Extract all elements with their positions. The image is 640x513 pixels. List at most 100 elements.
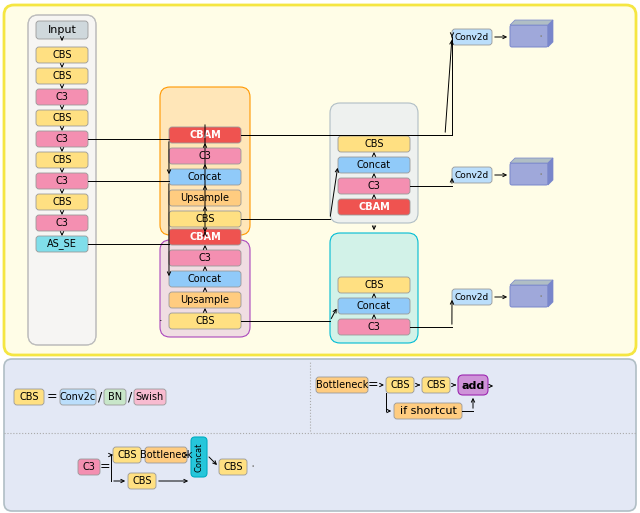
Text: Conv2c: Conv2c [60,392,96,402]
FancyBboxPatch shape [169,127,241,143]
FancyBboxPatch shape [28,15,96,345]
Text: CBS: CBS [52,50,72,60]
Text: add: add [461,381,484,391]
Text: Conv2d: Conv2d [455,170,489,180]
Text: C3: C3 [367,181,380,191]
FancyBboxPatch shape [169,169,241,185]
FancyBboxPatch shape [338,298,410,314]
Text: C3: C3 [56,218,68,228]
Polygon shape [510,20,553,25]
Text: Conv2d: Conv2d [455,32,489,42]
FancyBboxPatch shape [78,459,100,475]
FancyBboxPatch shape [452,29,492,45]
Text: =: = [47,390,58,404]
Text: C3: C3 [56,92,68,102]
FancyBboxPatch shape [104,389,126,405]
FancyBboxPatch shape [169,229,241,245]
FancyBboxPatch shape [36,173,88,189]
Text: Conv2d: Conv2d [455,292,489,302]
Text: Swish: Swish [136,392,164,402]
Polygon shape [510,280,553,285]
FancyBboxPatch shape [452,167,492,183]
FancyBboxPatch shape [4,5,636,355]
Text: C3: C3 [83,462,95,472]
FancyBboxPatch shape [134,389,166,405]
Text: C3: C3 [56,176,68,186]
Text: CBS: CBS [52,155,72,165]
Text: ·: · [539,290,543,304]
FancyBboxPatch shape [219,459,247,475]
FancyBboxPatch shape [36,131,88,147]
Text: Input: Input [47,25,76,35]
Text: CBS: CBS [195,316,215,326]
Text: CBS: CBS [426,380,445,390]
FancyBboxPatch shape [160,87,250,235]
Text: CBS: CBS [364,139,384,149]
Text: Bottleneck: Bottleneck [140,450,192,460]
FancyBboxPatch shape [36,236,88,252]
FancyBboxPatch shape [36,110,88,126]
FancyBboxPatch shape [36,47,88,63]
FancyBboxPatch shape [60,389,96,405]
Text: CBS: CBS [390,380,410,390]
Text: C3: C3 [56,134,68,144]
FancyBboxPatch shape [14,389,44,405]
Polygon shape [548,280,553,307]
Text: CBAM: CBAM [358,202,390,212]
Text: CBS: CBS [223,462,243,472]
FancyBboxPatch shape [338,319,410,335]
FancyBboxPatch shape [113,447,141,463]
Text: Concat: Concat [195,442,204,471]
Text: Concat: Concat [188,172,222,182]
FancyBboxPatch shape [160,240,250,337]
FancyBboxPatch shape [169,190,241,206]
Text: C3: C3 [198,253,211,263]
Text: Concat: Concat [357,301,391,311]
FancyBboxPatch shape [338,178,410,194]
FancyBboxPatch shape [422,377,450,393]
FancyBboxPatch shape [36,194,88,210]
FancyBboxPatch shape [169,313,241,329]
FancyBboxPatch shape [36,68,88,84]
FancyBboxPatch shape [36,152,88,168]
Text: Upsample: Upsample [180,193,230,203]
Text: ·: · [251,460,255,474]
Text: if shortcut: if shortcut [399,406,456,416]
FancyBboxPatch shape [510,25,548,47]
FancyBboxPatch shape [316,377,368,393]
Text: ·: · [539,168,543,182]
FancyBboxPatch shape [330,103,418,223]
Text: =: = [368,379,378,391]
FancyBboxPatch shape [36,21,88,39]
Polygon shape [548,20,553,47]
FancyBboxPatch shape [338,136,410,152]
FancyBboxPatch shape [452,289,492,305]
FancyBboxPatch shape [330,233,418,343]
Text: CBS: CBS [52,113,72,123]
FancyBboxPatch shape [36,89,88,105]
Polygon shape [510,158,553,163]
FancyBboxPatch shape [338,199,410,215]
FancyBboxPatch shape [386,377,414,393]
Text: CBS: CBS [195,214,215,224]
Text: CBS: CBS [364,280,384,290]
Text: BN: BN [108,392,122,402]
Text: CBS: CBS [19,392,39,402]
FancyBboxPatch shape [169,292,241,308]
Text: AS_SE: AS_SE [47,239,77,249]
Text: CBAM: CBAM [189,232,221,242]
Text: CBS: CBS [52,71,72,81]
FancyBboxPatch shape [338,277,410,293]
Text: CBS: CBS [117,450,137,460]
FancyBboxPatch shape [338,157,410,173]
FancyBboxPatch shape [169,271,241,287]
Text: =: = [100,461,110,473]
FancyBboxPatch shape [458,375,488,395]
Text: /: / [128,390,132,404]
FancyBboxPatch shape [169,250,241,266]
FancyBboxPatch shape [510,285,548,307]
Text: CBAM: CBAM [189,130,221,140]
FancyBboxPatch shape [191,437,207,477]
FancyBboxPatch shape [169,148,241,164]
Text: Upsample: Upsample [180,295,230,305]
